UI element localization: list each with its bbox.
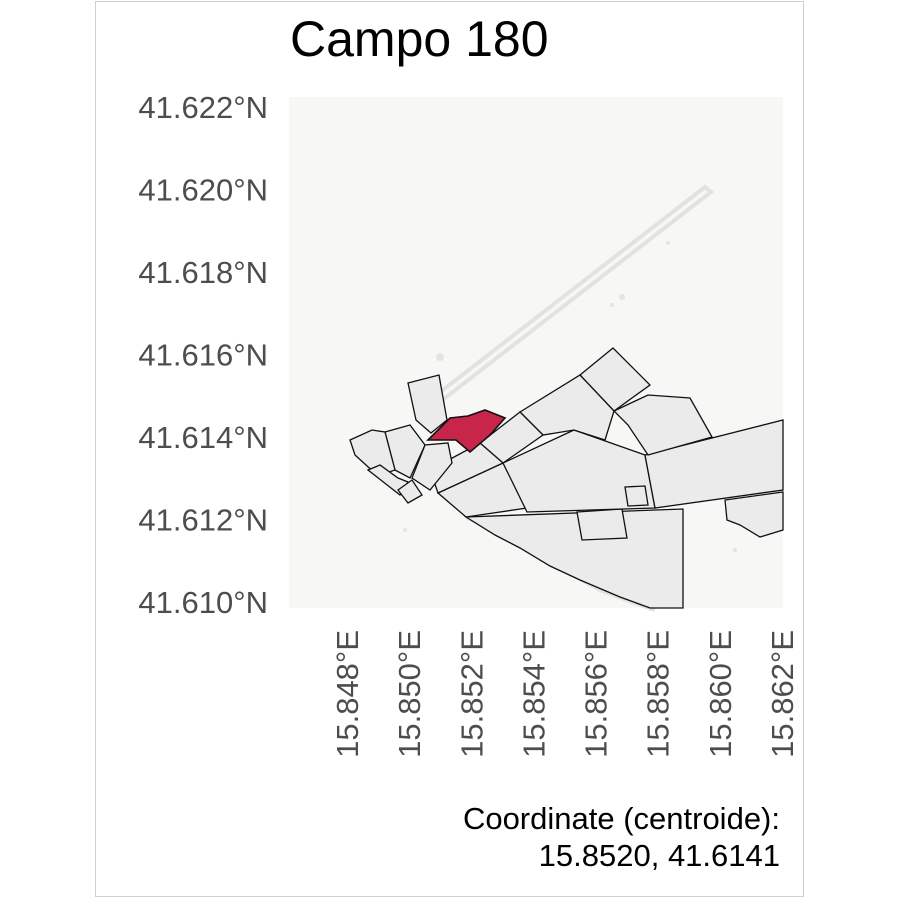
x-tick-label: 15.850°E [392,630,427,758]
parcel[interactable] [411,442,453,491]
parcel[interactable] [624,485,649,507]
x-tick-label: 15.856°E [579,630,614,758]
parcel[interactable] [612,394,713,456]
y-tick-label: 41.618°N [138,255,268,290]
parcel[interactable] [407,374,448,434]
parcel[interactable] [724,491,784,538]
y-tick-label: 41.616°N [138,338,268,373]
x-tick-label: 15.862°E [765,630,800,758]
x-tick-label: 15.848°E [330,630,365,758]
x-tick-label: 15.852°E [454,630,489,758]
centroid-caption: Coordinate (centroide): 15.8520, 41.6141 [463,800,780,874]
parcel[interactable] [644,419,784,509]
x-tick-label: 15.858°E [641,630,676,758]
parcel-layer [349,347,784,609]
parcel[interactable] [463,508,684,609]
caption-line-2: 15.8520, 41.6141 [538,838,780,873]
basemap-dot [403,528,407,532]
parcel[interactable] [397,479,423,504]
basemap-dot [610,303,614,307]
basemap-dot [436,353,444,361]
y-axis-ticks: 41.622°N 41.620°N 41.618°N 41.616°N 41.614°N… [138,90,268,620]
basemap-dot [666,241,670,245]
parcel[interactable] [366,464,409,496]
y-tick-label: 41.612°N [138,503,268,538]
parcel[interactable] [576,508,628,541]
x-axis-ticks: 15.848°E 15.850°E 15.852°E 15.854°E 15.856°E… [330,630,800,758]
basemap-dot [619,294,625,300]
y-tick-label: 41.610°N [138,585,268,620]
x-tick-label: 15.854°E [516,630,551,758]
caption-line-1: Coordinate (centroide): [462,801,780,836]
selected-parcel-campo-180[interactable] [426,409,507,454]
basemap-dot [733,548,737,552]
map-title: Campo 180 [290,11,549,67]
parcel[interactable] [429,442,505,494]
y-tick-label: 41.614°N [138,420,268,455]
x-tick-label: 15.860°E [703,630,738,758]
y-tick-label: 41.622°N [138,90,268,125]
y-tick-label: 41.620°N [138,173,268,208]
